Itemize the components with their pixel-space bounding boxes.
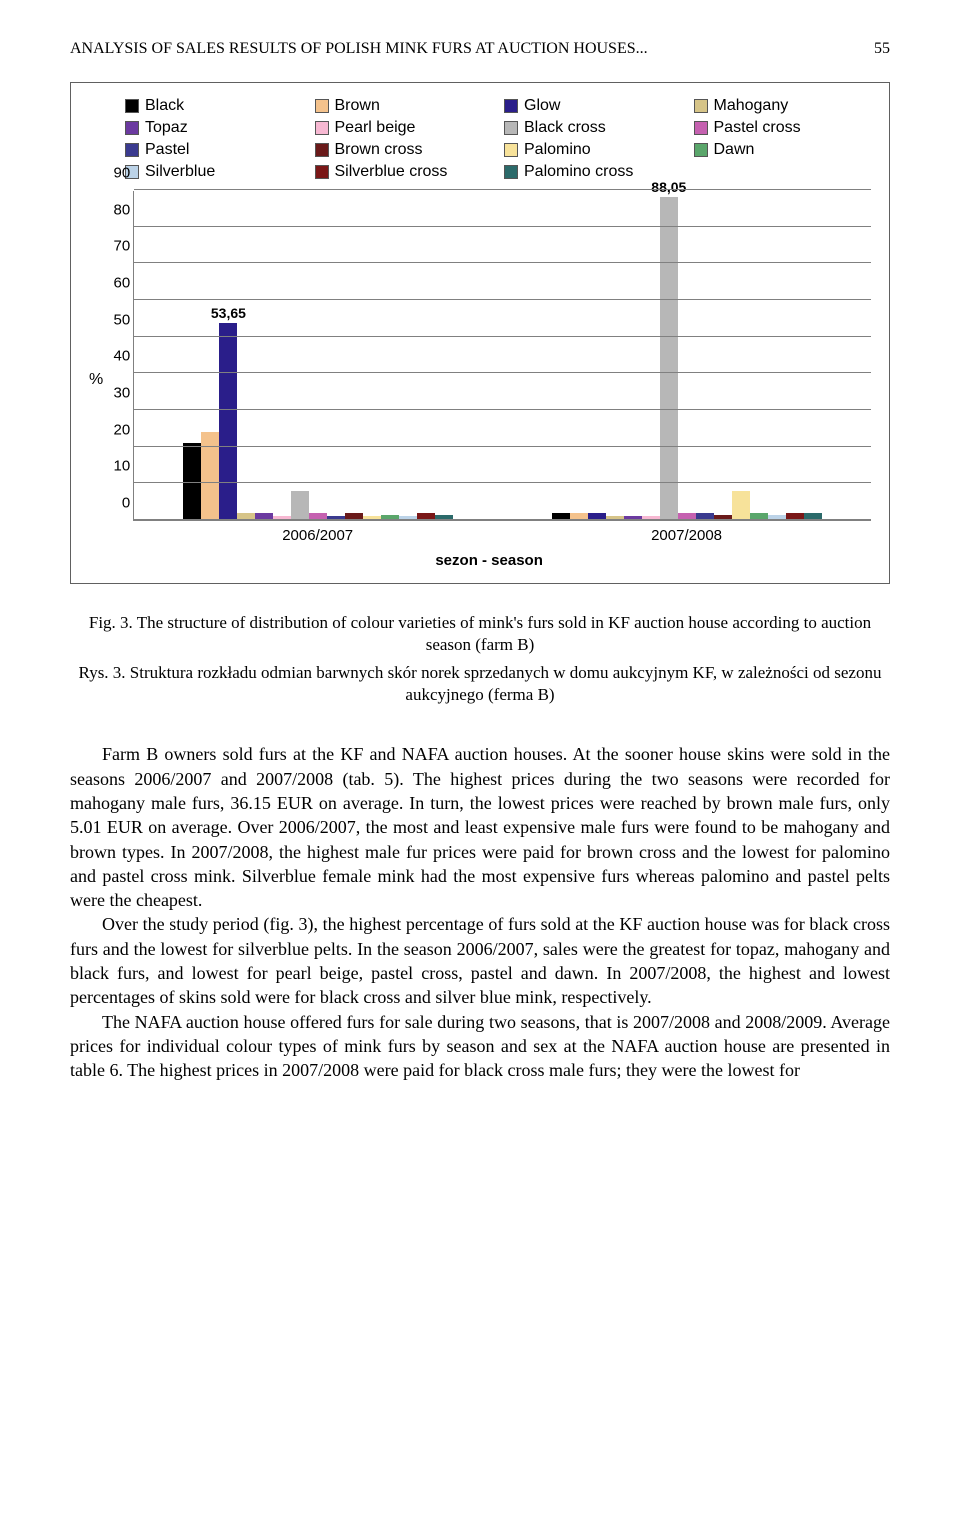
legend-label: Pastel [145, 141, 189, 159]
ytick-label: 10 [106, 458, 130, 475]
legend-item: Mahogany [694, 97, 872, 115]
plot: 53,6588,05 0102030405060708090 2006/2007… [107, 191, 871, 569]
legend-item: Black cross [504, 119, 682, 137]
ytick-label: 0 [106, 495, 130, 512]
plot-wrap: % 53,6588,05 0102030405060708090 2006/20… [89, 191, 871, 569]
legend-swatch [504, 99, 518, 113]
x-axis-label: sezon - season [107, 552, 871, 569]
gridline [134, 299, 871, 300]
bar-value-label: 88,05 [651, 179, 686, 195]
chart-container: Black Brown Glow Mahogany Topaz Pearl beige Bl… [70, 82, 890, 584]
bar [732, 491, 750, 520]
legend-item: Pastel [125, 141, 303, 159]
legend-label: Brown cross [335, 141, 423, 159]
gridline [134, 519, 871, 520]
ytick-label: 50 [106, 311, 130, 328]
legend-swatch [504, 121, 518, 135]
bar: 53,65 [219, 323, 237, 520]
legend-swatch [694, 121, 708, 135]
legend-swatch [125, 121, 139, 135]
running-header: ANALYSIS OF SALES RESULTS OF POLISH MINK… [70, 40, 890, 58]
legend-item: Topaz [125, 119, 303, 137]
bar: 88,05 [660, 197, 678, 520]
gridline [134, 372, 871, 373]
legend-item: Silverblue [125, 163, 303, 181]
ytick-label: 60 [106, 275, 130, 292]
legend-swatch [315, 121, 329, 135]
grid-area: 53,6588,05 0102030405060708090 [133, 191, 871, 521]
bar-groups: 53,65 88,05 [134, 191, 871, 520]
legend-swatch [694, 99, 708, 113]
legend-label: Pastel cross [714, 119, 801, 137]
ytick-label: 80 [106, 201, 130, 218]
legend-item: Palomino [504, 141, 682, 159]
ytick-label: 20 [106, 421, 130, 438]
paragraph-3: The NAFA auction house offered furs for … [70, 1010, 890, 1083]
x-categories: 2006/2007 2007/2008 [133, 527, 871, 544]
paragraph-1: Farm B owners sold furs at the KF and NA… [70, 742, 890, 912]
gridline [134, 482, 871, 483]
legend-item: Pastel cross [694, 119, 872, 137]
gridline [134, 226, 871, 227]
legend-swatch [694, 143, 708, 157]
header-title: ANALYSIS OF SALES RESULTS OF POLISH MINK… [70, 40, 648, 58]
gridline [134, 262, 871, 263]
figure-caption-en: Fig. 3. The structure of distribution of… [70, 612, 890, 656]
legend-label: Mahogany [714, 97, 789, 115]
legend-item: Dawn [694, 141, 872, 159]
legend-swatch [504, 143, 518, 157]
bar-group: 53,65 [134, 191, 502, 520]
ytick-label: 40 [106, 348, 130, 365]
y-axis-label: % [89, 191, 103, 569]
legend-label: Palomino [524, 141, 591, 159]
ytick-label: 70 [106, 238, 130, 255]
ytick-label: 90 [106, 165, 130, 182]
legend-label: Palomino cross [524, 163, 633, 181]
x-category-label: 2007/2008 [651, 527, 722, 544]
legend-label: Brown [335, 97, 380, 115]
legend-item: Brown cross [315, 141, 493, 159]
legend-item: Black [125, 97, 303, 115]
legend-swatch [315, 143, 329, 157]
legend-swatch [125, 143, 139, 157]
bar [291, 491, 309, 520]
x-category-label: 2006/2007 [282, 527, 353, 544]
legend-label: Silverblue cross [335, 163, 448, 181]
gridline [134, 446, 871, 447]
bar-value-label: 53,65 [211, 305, 246, 321]
ytick-label: 30 [106, 385, 130, 402]
paragraph-2: Over the study period (fig. 3), the high… [70, 912, 890, 1009]
legend-label: Pearl beige [335, 119, 416, 137]
legend-item: Glow [504, 97, 682, 115]
gridline [134, 409, 871, 410]
legend-swatch [504, 165, 518, 179]
legend-item: Silverblue cross [315, 163, 493, 181]
legend-item: Pearl beige [315, 119, 493, 137]
gridline [134, 189, 871, 190]
legend-label: Dawn [714, 141, 755, 159]
header-page: 55 [874, 40, 890, 58]
chart-legend: Black Brown Glow Mahogany Topaz Pearl beige Bl… [125, 97, 871, 181]
body-text: Farm B owners sold furs at the KF and NA… [70, 742, 890, 1082]
legend-label: Black cross [524, 119, 606, 137]
legend-swatch [125, 99, 139, 113]
legend-swatch [315, 165, 329, 179]
legend-label: Topaz [145, 119, 188, 137]
legend-item: Brown [315, 97, 493, 115]
figure-caption-pl: Rys. 3. Struktura rozkładu odmian barwny… [70, 662, 890, 706]
legend-label: Silverblue [145, 163, 215, 181]
legend-label: Glow [524, 97, 560, 115]
legend-label: Black [145, 97, 184, 115]
legend-swatch [315, 99, 329, 113]
gridline [134, 336, 871, 337]
bar-group: 88,05 [503, 191, 871, 520]
